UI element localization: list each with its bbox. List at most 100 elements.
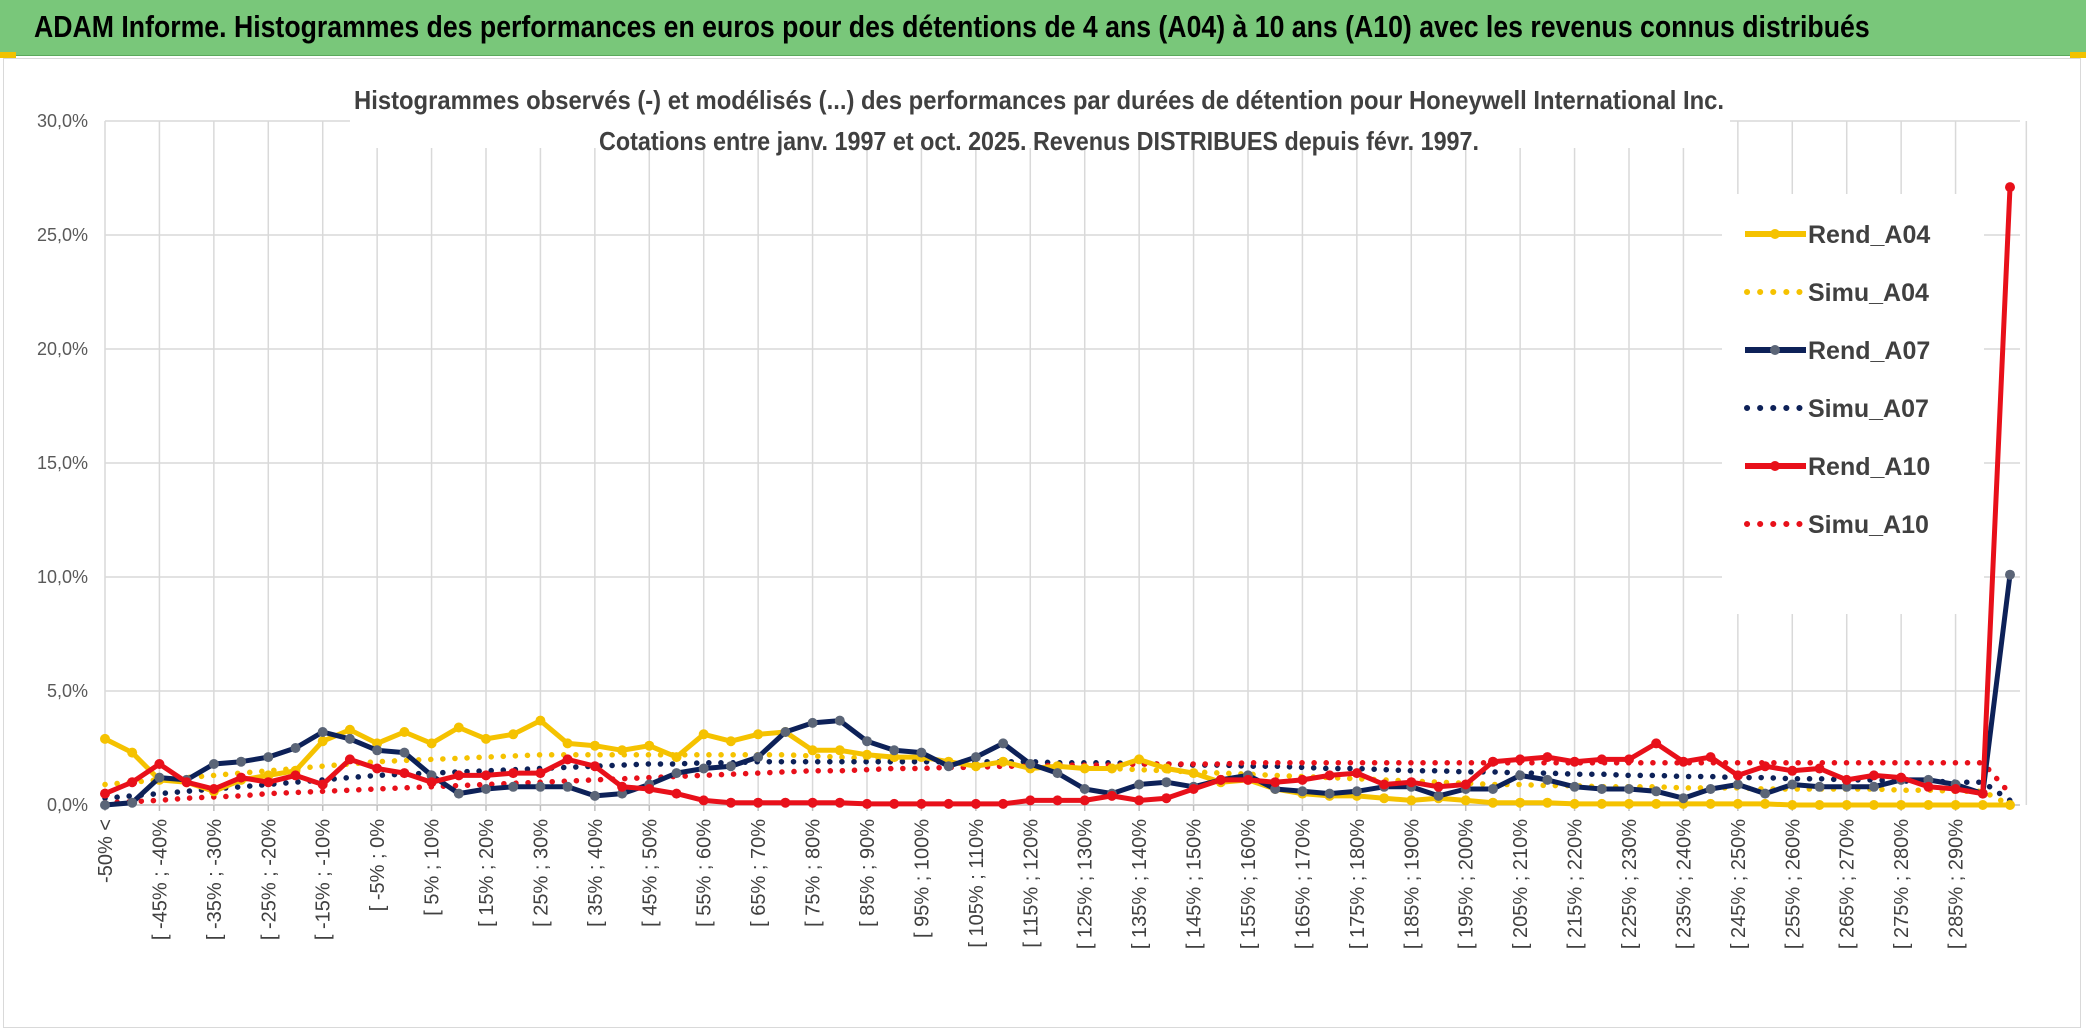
data-point [1732,779,1743,790]
y-tick-label: 10,0% [37,567,88,587]
data-point [127,777,138,788]
data-point [1977,800,1988,810]
data-point [1678,756,1689,767]
data-point [154,759,165,769]
chart-legend: Rend_A04 Simu_A04 Rend_A07 Simu_A07 Rend_A10… [1722,194,1984,614]
x-tick-label: [ 165% ; 170% [1292,819,1314,949]
data-point [1651,798,1662,809]
data-point [1161,793,1172,804]
data-point [1433,781,1444,792]
data-point [1460,779,1471,790]
data-point [834,745,845,756]
data-point [671,752,682,763]
data-point [1161,763,1172,774]
data-point [1052,795,1063,806]
data-point [753,797,764,808]
x-tick-label: [ 265% ; 270% [1837,819,1859,949]
x-tick-label: [ 235% ; 240% [1673,819,1695,949]
data-point [2005,569,2015,580]
data-point [263,777,274,788]
data-point [725,761,736,772]
data-point [508,768,519,779]
data-point [181,777,192,788]
data-point [1732,770,1743,781]
data-point [100,788,110,799]
data-point [862,798,872,809]
data-point [453,788,464,799]
data-point [970,798,981,809]
data-point [1732,798,1743,809]
data-point [1134,795,1145,806]
data-point [698,795,709,806]
data-point [698,763,709,774]
data-point [562,781,573,792]
data-point [1760,788,1771,799]
x-tick-label: [ 275% ; 280% [1891,819,1913,949]
data-point [617,781,628,792]
data-point [671,788,682,799]
data-point [698,729,709,740]
data-point [753,752,764,763]
data-point [998,798,1009,809]
legend-label: Simu_A04 [1808,279,1929,307]
data-point [290,770,301,781]
x-tick-label: [ 15% ; 20% [476,819,498,927]
data-point [1569,781,1580,792]
data-point [236,756,247,767]
data-point [1596,798,1607,809]
data-point [889,745,900,756]
data-point [862,749,872,760]
data-point [1270,777,1281,788]
data-point [317,779,328,790]
data-point [372,738,383,749]
chart-subtitle: Cotations entre janv. 1997 et oct. 2025.… [599,126,1479,156]
data-point [2005,800,2015,810]
x-tick-label: [ -5% ; 0% [367,819,389,911]
chart-series [100,182,2015,810]
data-point [1406,795,1417,806]
chart-gridlines [104,120,2028,811]
data-point [1596,784,1607,794]
data-point [1324,788,1335,799]
data-point [1678,793,1689,804]
data-point [344,754,355,765]
data-point [290,743,301,753]
chart-titles: Histogrammes observés (-) et modélisés (… [350,78,1730,156]
data-point [1896,772,1907,783]
data-point [453,770,464,781]
x-tick-label: [ 225% ; 230% [1619,819,1641,949]
legend-entry: Simu_A04 [1744,279,1929,307]
data-point [562,754,573,765]
data-point [1705,784,1716,794]
data-point [834,797,845,808]
data-point [1624,798,1634,809]
data-point [1542,797,1553,808]
data-point [1052,768,1063,779]
data-point [535,768,546,779]
data-point [807,717,818,728]
report-banner: ADAM Informe. Histogrammes des performan… [0,0,2086,56]
y-tick-label: 20,0% [37,339,88,359]
x-tick-label: [ 285% ; 290% [1946,819,1968,949]
data-point [834,715,845,726]
data-point [426,777,437,788]
x-tick-label: [ 155% ; 160% [1238,819,1260,949]
data-point [208,759,219,769]
data-point [1814,800,1825,810]
data-point [263,752,274,763]
data-point [1651,786,1662,797]
data-point [862,736,872,747]
data-point [671,768,682,779]
legend-label: Rend_A04 [1808,221,1930,249]
data-point [1596,754,1607,765]
data-point [426,738,437,749]
data-point [1923,781,1934,792]
histogram-chart: 0,0% 5,0% 10,0% 15,0% 20,0% 25,0% 30,0% -50% <… [37,78,2028,949]
data-point [154,772,165,783]
y-tick-label: 0,0% [47,795,88,815]
legend-entry: Rend_A10 [1745,453,1930,481]
legend-label: Simu_A07 [1808,395,1929,423]
x-tick-label: [ -15% ; -10% [313,819,335,940]
x-tick-label: [ 145% ; 150% [1184,819,1206,949]
x-tick-label: [ 95% ; 100% [911,819,933,938]
